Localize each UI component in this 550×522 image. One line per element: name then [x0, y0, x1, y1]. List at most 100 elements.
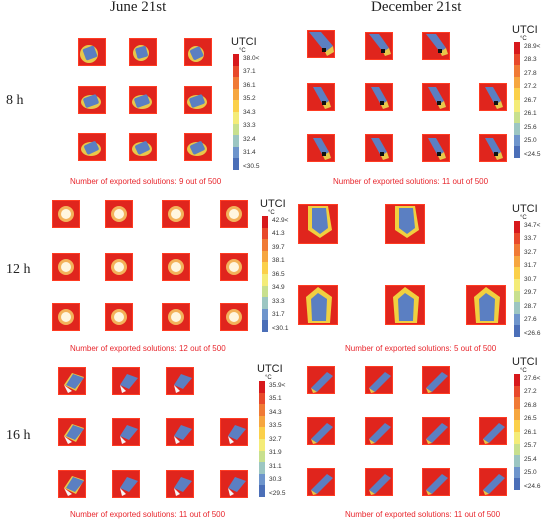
- legend-tick-label: 25.7: [524, 442, 537, 450]
- legend-tick-label: 31.4: [243, 149, 256, 157]
- solution-tile: [422, 134, 450, 162]
- solution-tile: [365, 134, 393, 162]
- legend-tick-label: <29.5: [269, 489, 286, 497]
- legend-tick-label: 34.3: [243, 108, 256, 116]
- legend-tick-label: 27.2: [524, 83, 537, 91]
- legend-tick-label: 29.7: [524, 289, 537, 297]
- color-swatch: [514, 313, 520, 326]
- legend-title: UTCI: [512, 203, 538, 215]
- color-swatch: [233, 88, 239, 101]
- legend-tick-label: 26.7: [524, 96, 537, 104]
- color-swatch: [514, 232, 520, 245]
- color-swatch: [514, 466, 520, 479]
- solution-tile: [112, 418, 140, 446]
- legend-tick-label: <30.1: [272, 324, 289, 332]
- color-swatch: [514, 267, 520, 279]
- legend-tick-label: 28.3: [524, 56, 537, 64]
- solution-tile: [52, 200, 80, 228]
- color-swatch: [233, 135, 239, 147]
- legend-tick-label: 32.4: [243, 135, 256, 143]
- legend-title: UTCI: [231, 36, 257, 48]
- solution-tile: [385, 204, 425, 244]
- column-title-june: June 21st: [110, 0, 167, 15]
- color-swatch: [233, 158, 239, 170]
- color-swatch: [514, 76, 520, 89]
- color-swatch: [259, 450, 265, 463]
- legend-tick-label: 31.7: [524, 262, 537, 270]
- color-swatch: [514, 42, 520, 54]
- legend-tick-label: 41.3: [272, 230, 285, 238]
- legend-title: UTCI: [512, 356, 538, 368]
- color-scale-bar: [259, 381, 265, 497]
- legend-tick-label: 32.7: [269, 435, 282, 443]
- solution-tile: [365, 417, 393, 445]
- color-swatch: [514, 374, 520, 386]
- color-swatch: [259, 462, 265, 474]
- color-swatch: [233, 100, 239, 112]
- solution-tile: [129, 86, 157, 114]
- solution-tile: [129, 133, 157, 161]
- solution-tile: [162, 303, 190, 331]
- solution-tile: [307, 417, 335, 445]
- solution-tile: [365, 468, 393, 496]
- caption-december-12h: Number of exported solutions: 5 out of 5…: [345, 344, 497, 353]
- legend-tick-label: 26.8: [524, 401, 537, 409]
- solution-tile: [220, 303, 248, 331]
- legend-unit: °C: [268, 210, 275, 216]
- color-scale-bar: [514, 221, 520, 337]
- color-swatch: [233, 111, 239, 124]
- color-scale-bar: [514, 42, 520, 158]
- legend-unit: °C: [520, 36, 527, 42]
- color-swatch: [514, 431, 520, 444]
- color-swatch: [259, 381, 265, 393]
- row-label-16h: 16 h: [6, 428, 31, 443]
- solution-tile: [422, 366, 450, 394]
- solution-tile: [52, 253, 80, 281]
- legend-tick-label: 25.6: [524, 123, 537, 131]
- legend-tick-label: 25.0: [524, 469, 537, 477]
- color-swatch: [262, 273, 268, 286]
- legend-tick-label: 34.9: [272, 284, 285, 292]
- color-swatch: [259, 392, 265, 405]
- color-swatch: [259, 438, 265, 451]
- caption-december-16h: Number of exported solutions: 11 out of …: [345, 510, 501, 519]
- color-scale-bar: [233, 54, 239, 170]
- color-swatch: [262, 308, 268, 321]
- legend-tick-label: 31.9: [269, 449, 282, 457]
- solution-tile: [184, 38, 212, 66]
- solution-tile: [220, 470, 248, 498]
- legend-tick-label: 33.5: [269, 422, 282, 430]
- legend-tick-label: 38.0<: [243, 55, 260, 62]
- legend-tick-label: 34.7<: [524, 222, 541, 229]
- color-swatch: [514, 134, 520, 147]
- legend-tick-label: <24.5: [524, 150, 541, 158]
- solution-tile: [58, 470, 86, 498]
- color-swatch: [514, 302, 520, 314]
- solution-tile: [78, 86, 106, 114]
- legend-tick-label: 33.3: [272, 297, 285, 305]
- solution-tile: [307, 366, 335, 394]
- solution-tile: [298, 285, 338, 325]
- legend-tick-label: 28.9<: [524, 43, 541, 50]
- color-swatch: [514, 397, 520, 409]
- color-swatch: [259, 404, 265, 416]
- color-swatch: [233, 54, 239, 66]
- color-swatch: [514, 146, 520, 158]
- legend-title: UTCI: [512, 24, 538, 36]
- solution-tile: [162, 200, 190, 228]
- solution-tile: [184, 133, 212, 161]
- color-swatch: [262, 250, 268, 263]
- color-swatch: [259, 485, 265, 497]
- solution-tile: [422, 32, 450, 60]
- row-label-12h: 12 h: [6, 262, 31, 277]
- solution-tile: [479, 134, 507, 162]
- solution-tile: [105, 303, 133, 331]
- legend-tick-label: 31.1: [269, 462, 282, 470]
- legend-tick-label: 37.1: [243, 68, 256, 76]
- legend-tick-label: 27.6<: [524, 375, 541, 382]
- legend-tick-label: 39.7: [272, 243, 285, 251]
- caption-december-8h: Number of exported solutions: 11 out of …: [333, 177, 489, 186]
- legend-tick-label: 32.7: [524, 248, 537, 256]
- color-swatch: [514, 53, 520, 66]
- legend-tick-label: 27.6: [524, 316, 537, 324]
